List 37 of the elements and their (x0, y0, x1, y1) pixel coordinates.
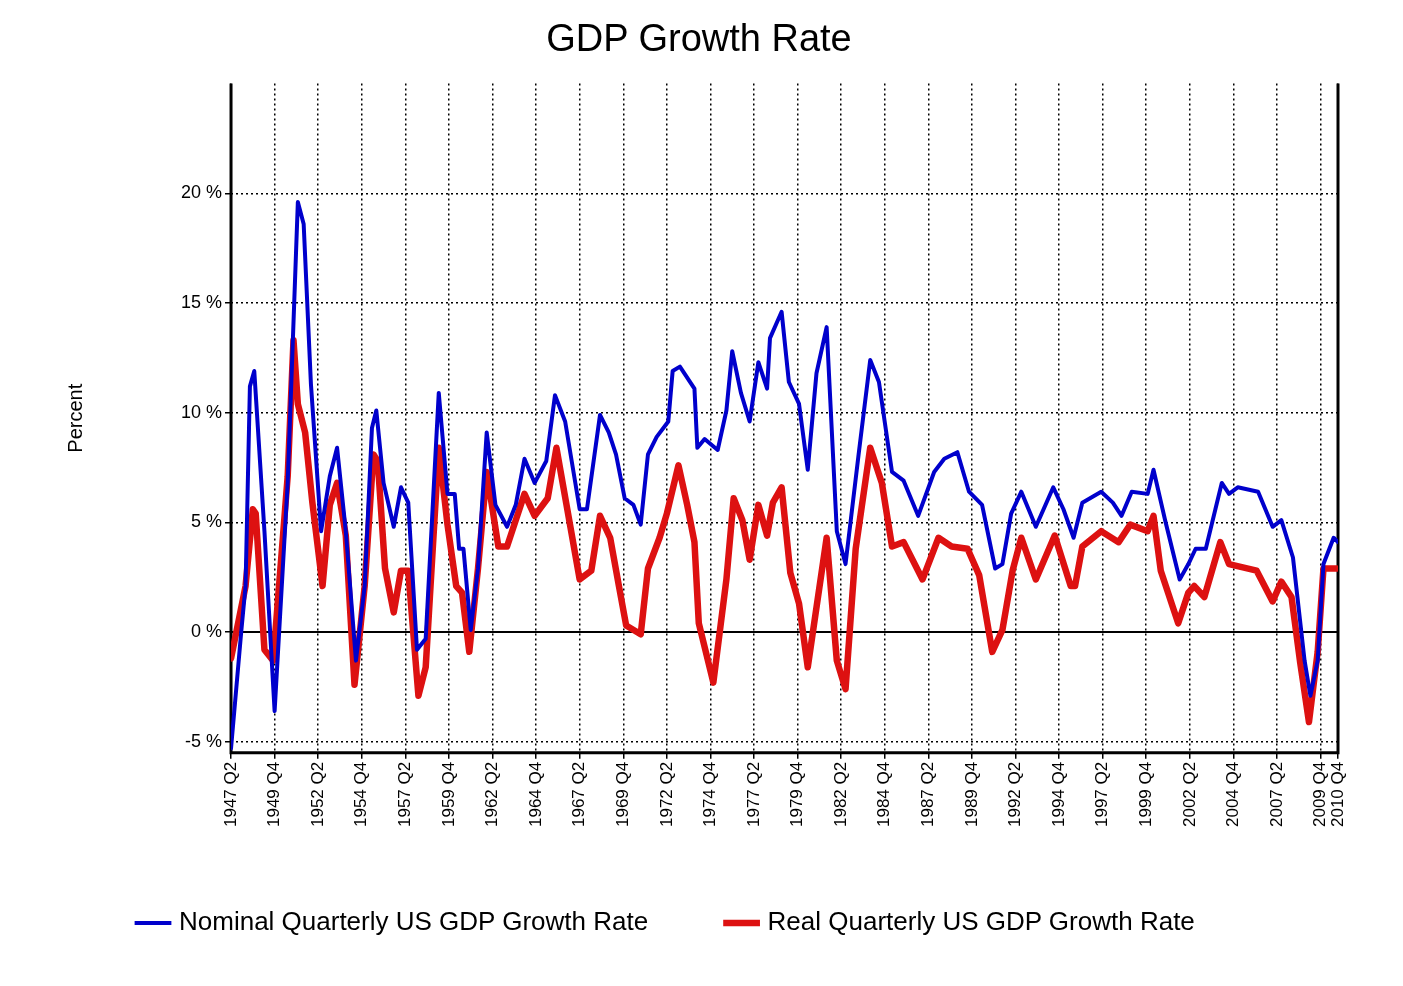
x-tick-label: 1972 Q2 (656, 761, 676, 828)
y-tick-label: 5 % (191, 511, 223, 532)
legend-label: Real Quarterly US GDP Growth Rate (767, 906, 1195, 937)
y-axis-title: Percent (63, 383, 86, 453)
x-tick-label: 1959 Q4 (438, 761, 458, 828)
legend-label: Nominal Quarterly US GDP Growth Rate (179, 906, 649, 937)
y-tick-label: 15 % (181, 291, 223, 312)
x-tick-label: 1954 Q4 (351, 761, 371, 828)
x-tick-label: 1957 Q2 (395, 761, 415, 828)
x-tick-label: 1949 Q4 (264, 761, 284, 828)
x-tick-label: 1992 Q2 (1005, 761, 1025, 828)
x-tick-label: 1987 Q2 (918, 761, 938, 828)
y-tick-label: 10 % (181, 401, 223, 422)
y-tick-label: 20 % (181, 182, 223, 203)
x-tick-label: 1982 Q2 (830, 761, 850, 828)
x-tick-label: 1969 Q4 (612, 761, 632, 828)
x-tick-label: 1979 Q4 (787, 761, 807, 828)
chart-title: GDP Growth Rate (546, 17, 852, 60)
x-tick-label: 1977 Q2 (743, 761, 763, 828)
x-tick-label: 1967 Q2 (569, 761, 589, 828)
y-tick-label: -5 % (185, 730, 223, 751)
x-tick-label: 1984 Q4 (874, 761, 894, 828)
x-tick-label: 2007 Q2 (1266, 761, 1286, 828)
x-tick-label: 1989 Q4 (961, 761, 981, 828)
x-tick-label: 1999 Q4 (1135, 761, 1155, 828)
y-tick-label: 0 % (191, 621, 223, 642)
x-tick-label: 1994 Q4 (1048, 761, 1068, 828)
x-tick-label: 1962 Q2 (482, 761, 502, 828)
x-tick-label: 1964 Q4 (525, 761, 545, 828)
x-tick-label: 2002 Q2 (1179, 761, 1199, 828)
x-tick-label: 1974 Q4 (700, 761, 720, 828)
x-tick-label: 1947 Q2 (220, 761, 240, 828)
x-tick-label: 1997 Q2 (1092, 761, 1112, 828)
x-tick-label: 2009 Q4 (1310, 761, 1330, 828)
x-tick-label: 2004 Q4 (1223, 761, 1243, 828)
x-tick-label: 2010 Q4 (1327, 761, 1347, 828)
x-tick-label: 1952 Q2 (307, 761, 327, 828)
